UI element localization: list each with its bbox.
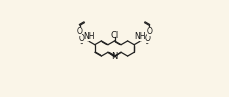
Text: NH: NH (134, 32, 145, 41)
Text: Cl: Cl (110, 31, 119, 40)
Text: O: O (144, 34, 150, 43)
Text: O: O (76, 27, 82, 36)
Text: O: O (79, 34, 85, 43)
Text: NH: NH (84, 32, 95, 41)
Text: N: N (111, 52, 118, 61)
Text: O: O (147, 27, 153, 36)
